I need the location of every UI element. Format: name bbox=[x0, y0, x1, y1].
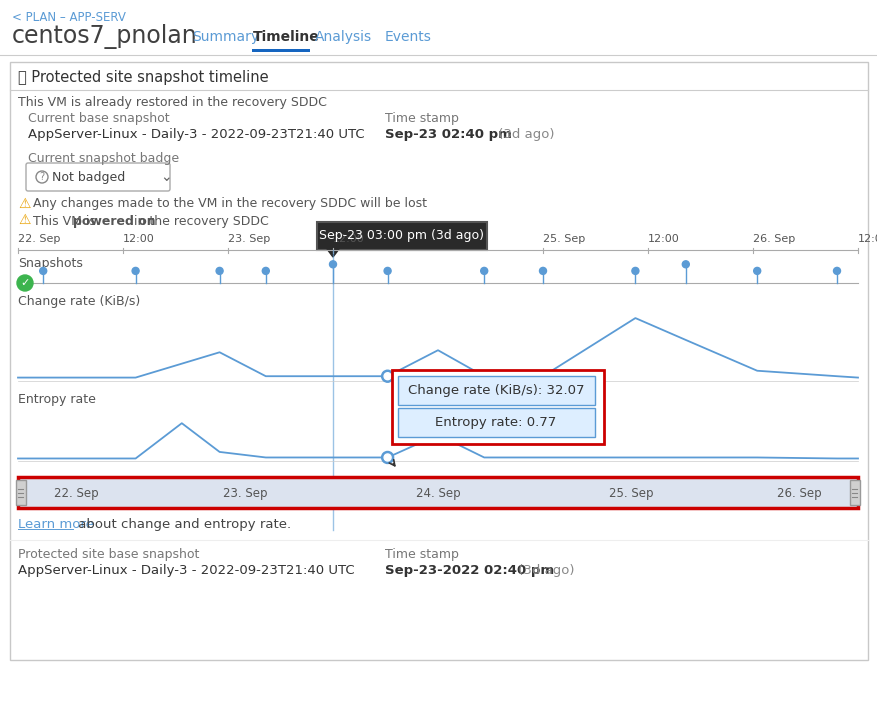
Text: Sep-23 03:00 pm (3d ago): Sep-23 03:00 pm (3d ago) bbox=[319, 230, 484, 243]
Text: ✓: ✓ bbox=[20, 278, 30, 288]
Circle shape bbox=[39, 267, 46, 274]
Text: 26. Sep: 26. Sep bbox=[776, 487, 821, 500]
Text: centos7_pnolan: centos7_pnolan bbox=[12, 24, 197, 49]
Circle shape bbox=[752, 267, 759, 274]
Text: ⌄: ⌄ bbox=[160, 170, 171, 184]
Text: Time stamp: Time stamp bbox=[384, 548, 459, 561]
FancyBboxPatch shape bbox=[391, 370, 602, 444]
Text: 25. Sep: 25. Sep bbox=[542, 234, 585, 244]
Text: Current base snapshot: Current base snapshot bbox=[28, 112, 169, 125]
Text: 12:00: 12:00 bbox=[857, 234, 877, 244]
Text: Learn more: Learn more bbox=[18, 518, 94, 531]
FancyBboxPatch shape bbox=[26, 163, 170, 191]
Text: 26. Sep: 26. Sep bbox=[752, 234, 795, 244]
Text: AppServer-Linux - Daily-3 - 2022-09-23T21:40 UTC: AppServer-Linux - Daily-3 - 2022-09-23T2… bbox=[28, 128, 364, 141]
Polygon shape bbox=[326, 249, 339, 257]
Bar bbox=[252, 49, 310, 52]
Text: Events: Events bbox=[384, 30, 431, 44]
Text: 22. Sep: 22. Sep bbox=[18, 234, 61, 244]
Text: 24. Sep: 24. Sep bbox=[415, 487, 460, 500]
Text: (3d ago): (3d ago) bbox=[494, 128, 554, 141]
Text: Entropy rate: Entropy rate bbox=[18, 393, 96, 406]
Circle shape bbox=[381, 370, 393, 382]
Text: Analysis: Analysis bbox=[315, 30, 372, 44]
FancyBboxPatch shape bbox=[16, 480, 26, 505]
Text: Change rate (KiB/s): 32.07: Change rate (KiB/s): 32.07 bbox=[408, 384, 584, 397]
Text: 12:00: 12:00 bbox=[647, 234, 679, 244]
Text: Entropy rate: 0.77: Entropy rate: 0.77 bbox=[435, 416, 556, 429]
Circle shape bbox=[480, 267, 487, 274]
Text: This VM is: This VM is bbox=[33, 215, 100, 228]
Text: Current snapshot badge: Current snapshot badge bbox=[28, 152, 179, 165]
Text: ⤵ Protected site snapshot timeline: ⤵ Protected site snapshot timeline bbox=[18, 70, 268, 85]
Text: Snapshots: Snapshots bbox=[18, 257, 82, 270]
Text: 23. Sep: 23. Sep bbox=[228, 234, 270, 244]
Text: Not badged: Not badged bbox=[52, 170, 125, 184]
Circle shape bbox=[538, 267, 545, 274]
Circle shape bbox=[383, 373, 390, 380]
Circle shape bbox=[383, 454, 390, 461]
Circle shape bbox=[383, 267, 390, 274]
FancyBboxPatch shape bbox=[849, 480, 859, 505]
Text: about change and entropy rate.: about change and entropy rate. bbox=[74, 518, 291, 531]
Circle shape bbox=[216, 267, 223, 274]
FancyBboxPatch shape bbox=[10, 62, 867, 660]
Circle shape bbox=[262, 267, 269, 274]
Text: ⚠: ⚠ bbox=[18, 213, 31, 227]
Text: 25. Sep: 25. Sep bbox=[609, 487, 652, 500]
Text: (3d ago): (3d ago) bbox=[513, 564, 574, 577]
Text: < PLAN – APP-SERV: < PLAN – APP-SERV bbox=[12, 11, 125, 24]
Text: This VM is already restored in the recovery SDDC: This VM is already restored in the recov… bbox=[18, 96, 326, 109]
Text: Change rate (KiB/s): Change rate (KiB/s) bbox=[18, 295, 140, 308]
Circle shape bbox=[132, 267, 139, 274]
Text: powered on: powered on bbox=[73, 215, 155, 228]
FancyBboxPatch shape bbox=[397, 376, 594, 405]
Text: Any changes made to the VM in the recovery SDDC will be lost: Any changes made to the VM in the recove… bbox=[33, 197, 426, 210]
Circle shape bbox=[381, 452, 393, 464]
Circle shape bbox=[329, 261, 336, 268]
Circle shape bbox=[631, 267, 638, 274]
Circle shape bbox=[681, 261, 688, 268]
Text: ⚠: ⚠ bbox=[18, 197, 31, 211]
Text: 22. Sep: 22. Sep bbox=[54, 487, 99, 500]
Text: ?: ? bbox=[39, 172, 45, 182]
Text: Sep-23-2022 02:40 pm: Sep-23-2022 02:40 pm bbox=[384, 564, 553, 577]
Text: Time stamp: Time stamp bbox=[384, 112, 459, 125]
Text: in the recovery SDDC: in the recovery SDDC bbox=[130, 215, 268, 228]
Text: Summary: Summary bbox=[192, 30, 259, 44]
Text: Sep-23 02:40 pm: Sep-23 02:40 pm bbox=[384, 128, 511, 141]
Text: 12:00: 12:00 bbox=[123, 234, 154, 244]
Text: 23. Sep: 23. Sep bbox=[222, 487, 267, 500]
Circle shape bbox=[832, 267, 839, 274]
FancyBboxPatch shape bbox=[317, 222, 487, 250]
Text: AppServer-Linux - Daily-3 - 2022-09-23T21:40 UTC: AppServer-Linux - Daily-3 - 2022-09-23T2… bbox=[18, 564, 354, 577]
Circle shape bbox=[17, 275, 33, 291]
Text: Timeline: Timeline bbox=[253, 30, 319, 44]
Text: 12:00: 12:00 bbox=[332, 234, 364, 244]
FancyBboxPatch shape bbox=[18, 477, 857, 508]
FancyBboxPatch shape bbox=[397, 408, 594, 437]
Text: Protected site base snapshot: Protected site base snapshot bbox=[18, 548, 199, 561]
